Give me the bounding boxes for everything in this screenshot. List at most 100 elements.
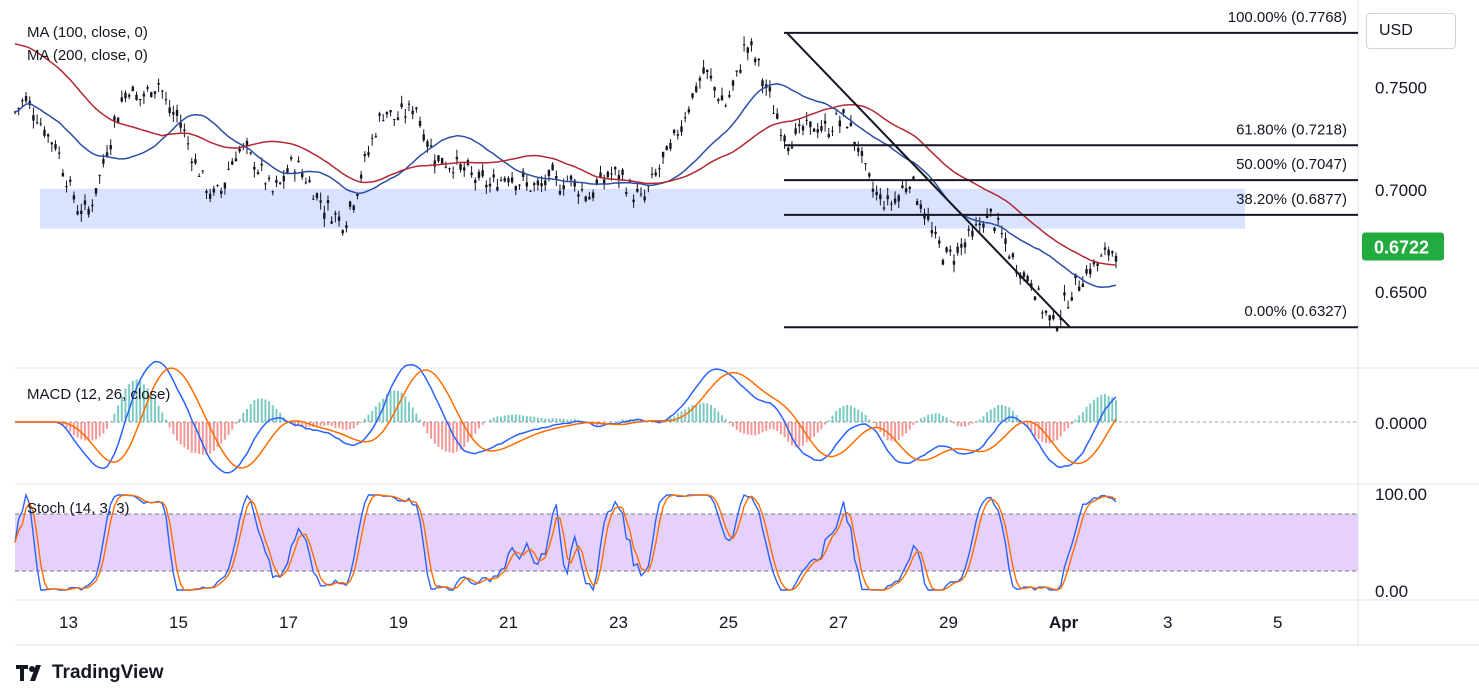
candle-body	[197, 175, 201, 177]
candle-body	[643, 196, 646, 201]
macd-histogram-bar	[698, 403, 701, 422]
macd-histogram-bar	[949, 420, 952, 422]
candle-body	[393, 119, 396, 121]
macd-histogram-bar	[654, 422, 657, 423]
candle-body	[731, 80, 735, 86]
candle-body	[61, 172, 65, 177]
macd-histogram-bar	[1030, 422, 1033, 432]
candle-body	[389, 110, 392, 113]
candle-body	[127, 94, 131, 97]
macd-histogram-bar	[205, 422, 208, 456]
candle-body	[544, 180, 547, 186]
macd-histogram-bar	[886, 422, 889, 441]
tradingview-brand[interactable]: TradingView	[16, 662, 164, 684]
macd-histogram-bar	[187, 422, 190, 450]
ma100-legend[interactable]: MA (100, close, 0)	[27, 24, 148, 41]
ma200-legend[interactable]: MA (200, close, 0)	[27, 47, 148, 64]
candle-body	[536, 180, 540, 186]
candle-body	[790, 146, 794, 149]
candle-body	[334, 212, 337, 215]
candle-body	[113, 116, 116, 121]
candle-body	[223, 182, 227, 189]
candle-body	[1026, 275, 1029, 282]
candle-body	[76, 211, 79, 215]
macd-histogram-bar	[242, 412, 245, 422]
candle-body	[87, 208, 90, 215]
candle-body	[1008, 256, 1011, 259]
candle-body	[382, 120, 385, 122]
macd-histogram-bar	[691, 405, 694, 422]
stoch-legend[interactable]: Stoch (14, 3, 3)	[27, 500, 130, 517]
candle-body	[971, 230, 974, 237]
candle-body	[415, 107, 418, 110]
macd-histogram-bar	[783, 422, 786, 438]
candle-body	[580, 189, 584, 191]
macd-histogram-bar	[805, 422, 808, 443]
candle-body	[46, 134, 50, 137]
candle-body	[1096, 263, 1099, 266]
candle-body	[94, 188, 98, 194]
downtrend-line[interactable]	[786, 32, 1071, 328]
candle-body	[21, 100, 24, 102]
time-tick-label: 5	[1273, 613, 1282, 632]
macd-histogram-bar	[128, 384, 131, 422]
macd-histogram-bar	[1041, 422, 1044, 442]
macd-histogram-bar	[1063, 422, 1066, 432]
macd-histogram-bar	[157, 405, 160, 422]
candle-body	[982, 223, 985, 228]
macd-histogram-bar	[264, 399, 267, 422]
candle-body	[834, 113, 838, 115]
macd-histogram-bar	[1033, 422, 1036, 437]
time-axis[interactable]: 13 15 17 19 21 23 25 27 29 Apr 3 5	[59, 613, 1282, 632]
macd-histogram-bar	[1081, 412, 1084, 422]
candle-body	[492, 174, 495, 178]
candle-body	[341, 230, 344, 234]
macd-histogram-bar	[319, 422, 322, 426]
macd-legend[interactable]: MACD (12, 26, close)	[27, 386, 170, 403]
candle-body	[485, 184, 488, 188]
macd-histogram-bar	[551, 418, 554, 422]
candle-body	[886, 195, 889, 200]
macd-histogram-bar	[636, 419, 639, 422]
macd-histogram-bar	[260, 398, 263, 422]
price-axis[interactable]: 0.7500 0.7000 0.6500	[1375, 79, 1427, 302]
macd-histogram-bar	[518, 414, 521, 422]
macd-histogram-bar	[941, 415, 944, 422]
macd-histogram-bar	[326, 422, 329, 426]
macd-histogram-bar	[724, 419, 727, 422]
macd-histogram-bar	[739, 422, 742, 433]
candle-body	[102, 159, 105, 164]
candle-body	[831, 130, 834, 132]
candle-body	[901, 185, 904, 189]
macd-histogram-bar	[268, 401, 271, 422]
candle-body	[599, 172, 602, 178]
candle-body	[809, 121, 812, 128]
candle-body	[297, 160, 300, 163]
candle-body	[69, 179, 72, 182]
price-tick-label: 0.7000	[1375, 181, 1427, 200]
macd-histogram-bar	[1048, 422, 1051, 444]
candle-body	[105, 152, 109, 156]
macd-histogram-bar	[190, 422, 193, 453]
candle-body	[1030, 283, 1033, 288]
candle-body	[518, 184, 521, 186]
macd-histogram-bar	[95, 422, 98, 440]
macd-histogram-bar	[1070, 422, 1073, 425]
candle-body	[904, 188, 908, 193]
macd-histogram-bar	[790, 422, 793, 446]
macd-histogram-bar	[967, 422, 970, 426]
candle-body	[702, 67, 705, 74]
candle-body	[989, 208, 993, 212]
macd-histogram-bar	[614, 421, 617, 422]
candle-body	[816, 129, 819, 133]
candle-body	[827, 134, 830, 137]
macd-histogram-bar	[404, 396, 407, 422]
macd-histogram	[58, 379, 1117, 456]
macd-histogram-bar	[83, 422, 86, 441]
macd-histogram-bar	[146, 388, 149, 422]
candle-body	[978, 223, 981, 226]
fibonacci-levels[interactable]: 100.00% (0.7768) 61.80% (0.7218) 50.00% (0…	[784, 9, 1358, 329]
candle-body	[794, 128, 797, 134]
currency-button[interactable]: USD	[1366, 13, 1456, 49]
